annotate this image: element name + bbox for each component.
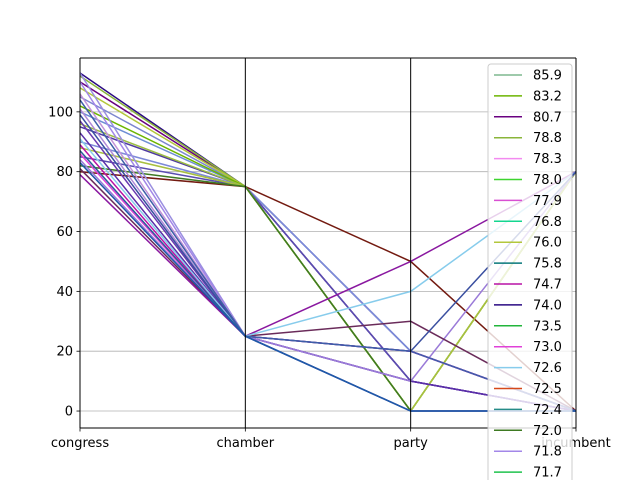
legend: 85.9 83.2 80.7 78.8 78.3 78.0 77.9 76.8 76.0 75.8… xyxy=(487,63,573,480)
y-tick-label: 40 xyxy=(56,285,73,300)
legend-label: 83.2 xyxy=(533,89,562,104)
legend-label: 76.0 xyxy=(533,236,562,251)
x-tick-label: congress xyxy=(51,436,109,451)
legend-label: 78.3 xyxy=(533,152,562,167)
legend-label: 73.5 xyxy=(533,319,562,334)
y-tick-label: 80 xyxy=(56,165,73,180)
y-tick-label: 100 xyxy=(48,105,73,120)
legend-label: 76.8 xyxy=(533,215,562,230)
legend-label: 75.8 xyxy=(533,257,562,272)
legend-label: 74.7 xyxy=(533,278,562,293)
legend-label: 85.9 xyxy=(533,69,562,84)
legend-label: 72.0 xyxy=(533,424,562,439)
y-axis-ticks: 0 20 40 60 80 100 xyxy=(48,105,80,420)
y-tick-label: 0 xyxy=(65,405,73,420)
legend-label: 80.7 xyxy=(533,110,562,125)
legend-label: 72.4 xyxy=(533,403,562,418)
legend-label: 77.9 xyxy=(533,194,562,209)
legend-label: 71.7 xyxy=(533,466,562,480)
legend-box xyxy=(487,63,573,480)
legend-label: 78.8 xyxy=(533,131,562,146)
legend-label: 72.6 xyxy=(533,361,562,376)
y-tick-label: 20 xyxy=(56,345,73,360)
y-tick-label: 60 xyxy=(56,225,73,240)
x-tick-label: chamber xyxy=(217,436,275,451)
legend-label: 73.0 xyxy=(533,340,562,355)
legend-label: 74.0 xyxy=(533,298,562,313)
legend-label: 78.0 xyxy=(533,173,562,188)
legend-label: 71.8 xyxy=(533,445,562,460)
x-tick-label: party xyxy=(393,436,428,451)
legend-label: 72.5 xyxy=(533,382,562,397)
